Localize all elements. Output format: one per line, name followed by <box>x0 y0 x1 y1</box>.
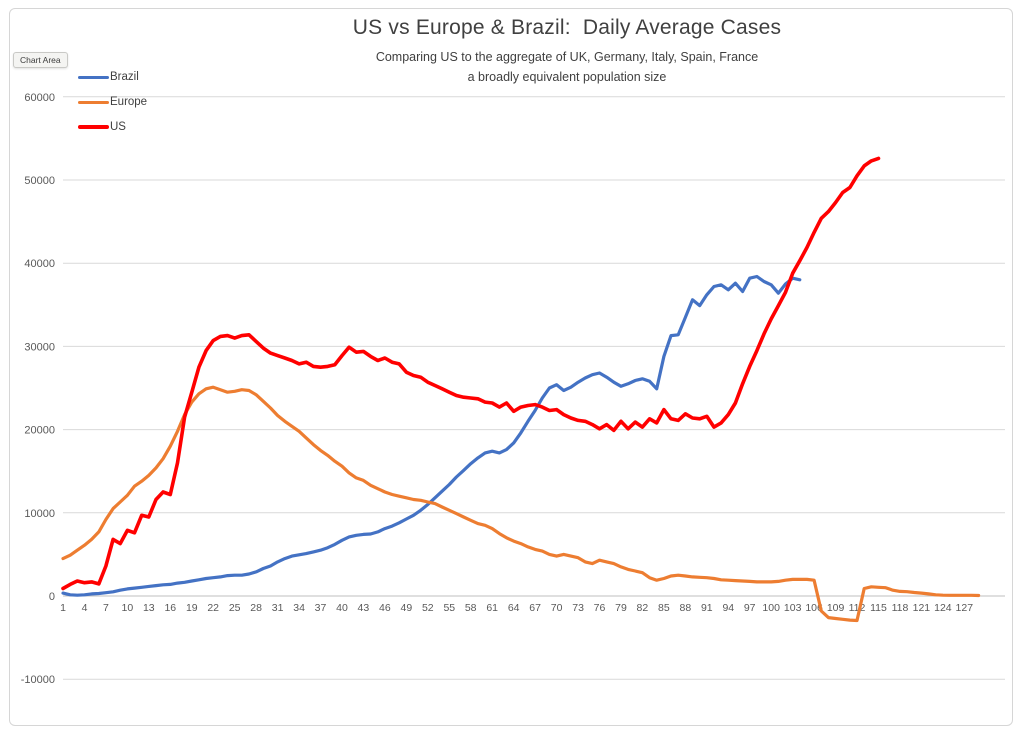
x-tick-label[interactable]: 1 <box>60 602 66 614</box>
x-tick-label[interactable]: 10 <box>122 602 134 614</box>
x-tick-label[interactable]: 64 <box>508 602 520 614</box>
y-tick-label[interactable]: 50000 <box>24 175 55 187</box>
x-tick-label[interactable]: 118 <box>892 602 909 614</box>
x-tick-label[interactable]: 70 <box>551 602 563 614</box>
x-tick-label[interactable]: 67 <box>529 602 541 614</box>
x-tick-label[interactable]: 46 <box>379 602 391 614</box>
x-tick-label[interactable]: 7 <box>103 602 109 614</box>
brazil-line-swatch <box>78 75 109 79</box>
europe-line-swatch <box>78 100 109 104</box>
legend-label-us: US <box>110 121 126 133</box>
x-tick-label[interactable]: 31 <box>272 602 284 614</box>
chart-subtitle-line1[interactable]: Comparing US to the aggregate of UK, Ger… <box>375 50 759 64</box>
series-us-line[interactable] <box>61 156 881 591</box>
x-tick-label[interactable]: 124 <box>934 602 952 614</box>
chart-title[interactable]: US vs Europe & Brazil: Daily Average Cas… <box>352 16 782 39</box>
y-tick-label[interactable]: 60000 <box>24 92 55 104</box>
x-tick-label[interactable]: 34 <box>293 602 305 614</box>
x-tick-label[interactable]: 82 <box>637 602 649 614</box>
legend: Brazil Europe US <box>78 70 147 145</box>
x-tick-label[interactable]: 55 <box>443 602 455 614</box>
x-tick-label[interactable]: 97 <box>744 602 756 614</box>
y-tick-label[interactable]: 40000 <box>24 258 55 270</box>
legend-item-brazil[interactable]: Brazil <box>78 70 147 84</box>
series-brazil-line[interactable] <box>61 274 802 597</box>
x-axis-labels[interactable]: 1 4 7 10 13 16 19 22 25 28 31 34 37 40 43 46 49 52 55 58 61 6… <box>60 602 973 614</box>
x-tick-label[interactable]: 115 <box>870 602 887 614</box>
x-tick-label[interactable]: 52 <box>422 602 434 614</box>
x-tick-label[interactable]: 76 <box>594 602 606 614</box>
x-tick-label[interactable]: 40 <box>336 602 348 614</box>
x-tick-label[interactable]: 16 <box>164 602 176 614</box>
y-axis-labels[interactable]: -10000 0 10000 20000 30000 40000 50000 60000 <box>21 92 55 686</box>
legend-item-us[interactable]: US <box>78 120 147 134</box>
y-tick-label[interactable]: 0 <box>49 591 55 603</box>
x-tick-label[interactable]: 58 <box>465 602 477 614</box>
x-tick-label[interactable]: 85 <box>658 602 670 614</box>
x-tick-label[interactable]: 100 <box>762 602 780 614</box>
x-tick-label[interactable]: 25 <box>229 602 241 614</box>
legend-label-europe: Europe <box>110 96 148 108</box>
x-tick-label[interactable]: 28 <box>250 602 262 614</box>
chart-area[interactable] <box>9 8 1013 726</box>
chart-area-tooltip: Chart Area <box>13 52 68 68</box>
x-tick-label[interactable]: 91 <box>701 602 713 614</box>
x-tick-label[interactable]: 37 <box>315 602 327 614</box>
x-tick-label[interactable]: 49 <box>401 602 413 614</box>
x-tick-label[interactable]: 94 <box>722 602 734 614</box>
x-tick-label[interactable]: 112 <box>849 602 866 614</box>
x-tick-label[interactable]: 61 <box>486 602 498 614</box>
x-tick-label[interactable]: 73 <box>572 602 584 614</box>
x-tick-label[interactable]: 13 <box>143 602 155 614</box>
us-line-swatch <box>78 125 109 129</box>
x-tick-label[interactable]: 121 <box>913 602 931 614</box>
legend-label-brazil: Brazil <box>110 71 139 83</box>
x-tick-label[interactable]: 19 <box>186 602 198 614</box>
x-tick-label[interactable]: 4 <box>82 602 88 614</box>
x-tick-label[interactable]: 79 <box>615 602 627 614</box>
y-tick-label[interactable]: -10000 <box>21 674 55 686</box>
x-tick-label[interactable]: 109 <box>827 602 845 614</box>
x-tick-label[interactable]: 43 <box>358 602 370 614</box>
y-tick-label[interactable]: 30000 <box>24 341 55 353</box>
legend-item-europe[interactable]: Europe <box>78 95 147 109</box>
y-tick-label[interactable]: 10000 <box>24 508 55 520</box>
x-tick-label[interactable]: 22 <box>207 602 219 614</box>
gridlines <box>63 96 1005 680</box>
x-tick-label[interactable]: 127 <box>956 602 974 614</box>
y-tick-label[interactable]: 20000 <box>24 425 55 437</box>
series-europe-line[interactable] <box>61 385 981 623</box>
x-tick-label[interactable]: 103 <box>784 602 802 614</box>
x-tick-label[interactable]: 88 <box>680 602 692 614</box>
chart-subtitle-line2[interactable]: a broadly equivalent population size <box>467 70 667 84</box>
